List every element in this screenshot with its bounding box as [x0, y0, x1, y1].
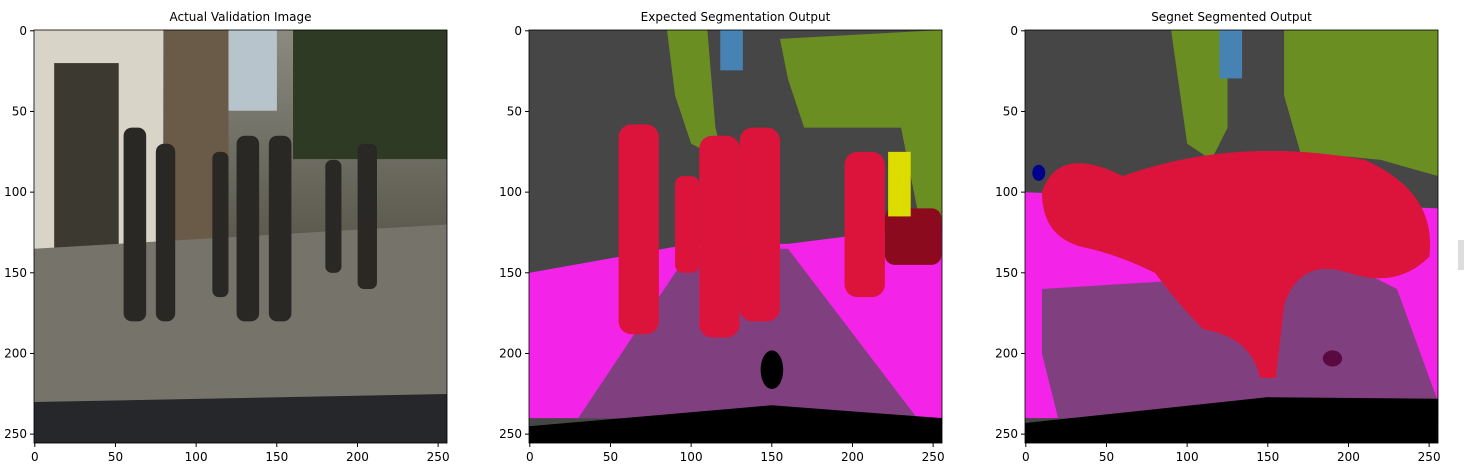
y-tick-label: 50: [507, 104, 522, 118]
x-tick-label: 250: [1418, 450, 1441, 464]
y-tick-label: 0: [19, 24, 27, 38]
y-tick-label: 250: [499, 427, 522, 441]
y-tick-label: 150: [499, 266, 522, 280]
axes-frame: [528, 29, 943, 444]
axes-frame: [33, 29, 448, 444]
x-tick-label: 250: [427, 450, 450, 464]
y-tick-label: 100: [4, 185, 27, 199]
x-tick-label: 50: [1099, 450, 1114, 464]
x-tick-label: 0: [31, 450, 39, 464]
x-tick-label: 150: [760, 450, 783, 464]
x-tick-label: 50: [603, 450, 618, 464]
x-tick-label: 100: [680, 450, 703, 464]
y-tick-label: 200: [499, 346, 522, 360]
axes-frame: [1024, 29, 1439, 444]
y-tick-label: 150: [995, 266, 1018, 280]
x-tick-label: 250: [922, 450, 945, 464]
scroll-mark: [1458, 240, 1464, 270]
x-tick-label: 150: [1256, 450, 1279, 464]
y-tick-label: 200: [995, 346, 1018, 360]
panel-title: Actual Validation Image: [169, 10, 311, 24]
y-tick-label: 50: [1003, 104, 1018, 118]
x-tick-label: 0: [526, 450, 534, 464]
y-tick-label: 0: [1010, 24, 1018, 38]
x-tick-label: 200: [346, 450, 369, 464]
x-tick-label: 200: [1337, 450, 1360, 464]
y-tick-label: 100: [499, 185, 522, 199]
y-tick-label: 0: [514, 24, 522, 38]
validation-image: [33, 30, 448, 444]
x-tick-label: 0: [1022, 450, 1030, 464]
y-tick-label: 200: [4, 346, 27, 360]
y-tick-label: 250: [995, 427, 1018, 441]
x-tick-label: 200: [841, 450, 864, 464]
segnet-output: [1025, 29, 1439, 444]
y-tick-label: 50: [12, 104, 27, 118]
panel-title: Segnet Segmented Output: [1151, 10, 1312, 24]
x-tick-label: 100: [1176, 450, 1199, 464]
x-tick-label: 50: [108, 450, 123, 464]
y-tick-label: 150: [4, 266, 27, 280]
expected-segmentation: [529, 30, 943, 444]
y-tick-label: 250: [4, 427, 27, 441]
y-tick-label: 100: [995, 185, 1018, 199]
x-tick-label: 150: [265, 450, 288, 464]
panel-title: Expected Segmentation Output: [641, 10, 831, 24]
x-tick-label: 100: [185, 450, 208, 464]
